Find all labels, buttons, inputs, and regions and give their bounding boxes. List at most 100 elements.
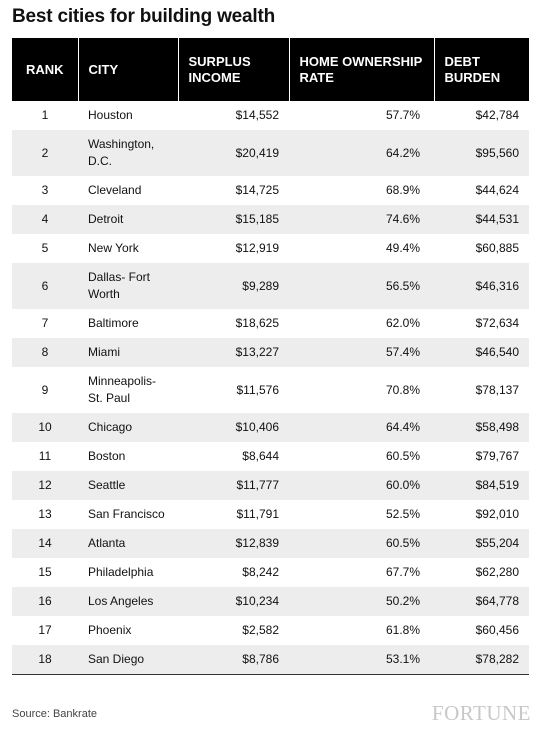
cell-home-ownership-rate: 64.2% <box>289 130 434 176</box>
cell-home-ownership-rate: 64.4% <box>289 413 434 442</box>
table-row: 11 Boston $8,644 60.5% $79,767 <box>12 442 529 471</box>
cell-rank: 5 <box>41 241 49 255</box>
cell-debt-burden: $78,282 <box>434 645 529 675</box>
cell-surplus-income: $12,919 <box>235 241 279 255</box>
table-row: 7 Baltimore $18,625 62.0% $72,634 <box>12 309 529 338</box>
cell-surplus-income: $10,234 <box>178 587 289 616</box>
table-row: 10 Chicago $10,406 64.4% $58,498 <box>12 413 529 442</box>
cell-surplus-income: $11,777 <box>178 471 289 500</box>
cell-rank: 3 <box>41 183 49 197</box>
cell-surplus-income: $11,576 <box>236 382 280 397</box>
cell-surplus-income: $14,725 <box>235 183 279 197</box>
cell-debt-burden: $62,280 <box>475 565 519 579</box>
table-row: 4 Detroit $15,185 74.6% $44,531 <box>12 205 529 234</box>
cell-city: Detroit <box>78 205 178 234</box>
header-debt-burden: DEBT BURDEN <box>433 38 529 101</box>
cell-debt-burden: $55,204 <box>434 529 529 558</box>
cell-city: San Francisco <box>88 507 165 521</box>
cell-debt-burden: $42,784 <box>475 108 519 122</box>
cell-city: Los Angeles <box>78 587 178 616</box>
cell-surplus-income: $13,227 <box>178 338 289 367</box>
cell-debt-burden: $46,316 <box>434 263 529 309</box>
cell-home-ownership-rate: 62.0% <box>385 316 420 330</box>
table-row: 9 Minneapolis- St. Paul $11,576 70.8% $78,13… <box>12 367 529 413</box>
cell-surplus-income: $8,644 <box>242 449 279 463</box>
cell-city: Baltimore <box>88 316 139 330</box>
cell-surplus-income: $8,242 <box>242 565 279 579</box>
cell-city: Washington, D.C. <box>78 130 178 176</box>
cell-rank: 7 <box>41 316 49 330</box>
wealth-table: RANK CITY SURPLUS INCOME HOME OWNERSHIP … <box>12 38 529 675</box>
cell-rank: 13 <box>38 507 52 521</box>
table-row: 5 New York $12,919 49.4% $60,885 <box>12 234 529 263</box>
cell-debt-burden: $60,456 <box>475 623 519 637</box>
cell-city: Boston <box>88 449 126 463</box>
cell-city: Chicago <box>78 413 178 442</box>
table-row: 14 Atlanta $12,839 60.5% $55,204 <box>12 529 529 558</box>
cell-home-ownership-rate: 57.7% <box>385 108 420 122</box>
cell-surplus-income: $2,582 <box>242 623 279 637</box>
brand-logo: FORTUNE <box>431 701 531 725</box>
header-row: RANK CITY SURPLUS INCOME HOME OWNERSHIP … <box>12 38 529 101</box>
cell-surplus-income: $11,791 <box>236 507 280 521</box>
cell-home-ownership-rate: 60.5% <box>385 449 420 463</box>
cell-surplus-income: $18,625 <box>235 316 279 330</box>
cell-city: Seattle <box>78 471 178 500</box>
cell-home-ownership-rate: 56.5% <box>289 263 434 309</box>
cell-surplus-income: $8,786 <box>178 645 289 675</box>
table-row: 13 San Francisco $11,791 52.5% $92,010 <box>12 500 529 529</box>
cell-home-ownership-rate: 57.4% <box>289 338 434 367</box>
table-row: 17 Phoenix $2,582 61.8% $60,456 <box>12 616 529 645</box>
table-row: 3 Cleveland $14,725 68.9% $44,624 <box>12 176 529 205</box>
table-row: 16 Los Angeles $10,234 50.2% $64,778 <box>12 587 529 616</box>
cell-home-ownership-rate: 70.8% <box>385 382 420 397</box>
cell-city: Phoenix <box>88 623 132 637</box>
cell-surplus-income: $10,406 <box>178 413 289 442</box>
cell-surplus-income: $12,839 <box>178 529 289 558</box>
cell-rank: 15 <box>38 565 52 579</box>
cell-rank: 18 <box>12 645 78 675</box>
cell-city: Miami <box>78 338 178 367</box>
cell-rank: 11 <box>38 449 52 463</box>
cell-debt-burden: $64,778 <box>434 587 529 616</box>
cell-rank: 17 <box>38 623 52 637</box>
cell-debt-burden: $92,010 <box>475 507 519 521</box>
cell-city: Houston <box>88 108 133 122</box>
cell-rank: 16 <box>12 587 78 616</box>
cell-home-ownership-rate: 52.5% <box>385 507 420 521</box>
table-row: 2 Washington, D.C. $20,419 64.2% $95,560 <box>12 130 529 176</box>
cell-debt-burden: $84,519 <box>434 471 529 500</box>
cell-rank: 14 <box>12 529 78 558</box>
chart-title: Best cities for building wealth <box>12 6 276 27</box>
header-surplus-income: SURPLUS INCOME <box>177 38 289 101</box>
cell-rank: 12 <box>12 471 78 500</box>
cell-rank: 4 <box>12 205 78 234</box>
table-row: 18 San Diego $8,786 53.1% $78,282 <box>12 645 529 675</box>
table-row: 15 Philadelphia $8,242 67.7% $62,280 <box>12 558 529 587</box>
cell-city: Dallas- Fort Worth <box>78 263 178 309</box>
cell-home-ownership-rate: 61.8% <box>385 623 420 637</box>
cell-surplus-income: $15,185 <box>178 205 289 234</box>
cell-home-ownership-rate: 67.7% <box>385 565 420 579</box>
cell-rank: 8 <box>12 338 78 367</box>
cell-home-ownership-rate: 60.0% <box>289 471 434 500</box>
table-row: 8 Miami $13,227 57.4% $46,540 <box>12 338 529 367</box>
cell-home-ownership-rate: 49.4% <box>385 241 420 255</box>
cell-debt-burden: $44,531 <box>434 205 529 234</box>
cell-rank: 10 <box>12 413 78 442</box>
cell-home-ownership-rate: 68.9% <box>385 183 420 197</box>
cell-city: New York <box>88 241 139 255</box>
table-row: 12 Seattle $11,777 60.0% $84,519 <box>12 471 529 500</box>
cell-city: Minneapolis- St. Paul <box>88 374 157 405</box>
cell-home-ownership-rate: 53.1% <box>289 645 434 675</box>
cell-surplus-income: $20,419 <box>178 130 289 176</box>
table-row: 6 Dallas- Fort Worth $9,289 56.5% $46,316 <box>12 263 529 309</box>
header-home-ownership-rate: HOME OWNERSHIP RATE <box>288 38 434 101</box>
cell-debt-burden: $78,137 <box>475 382 519 397</box>
cell-home-ownership-rate: 60.5% <box>289 529 434 558</box>
table-body: 1 Houston $14,552 57.7% $42,784 2 Washington, … <box>12 101 529 675</box>
cell-rank: 6 <box>12 263 78 309</box>
cell-city: Cleveland <box>88 183 142 197</box>
cell-home-ownership-rate: 74.6% <box>289 205 434 234</box>
table-row: 1 Houston $14,552 57.7% $42,784 <box>12 101 529 130</box>
